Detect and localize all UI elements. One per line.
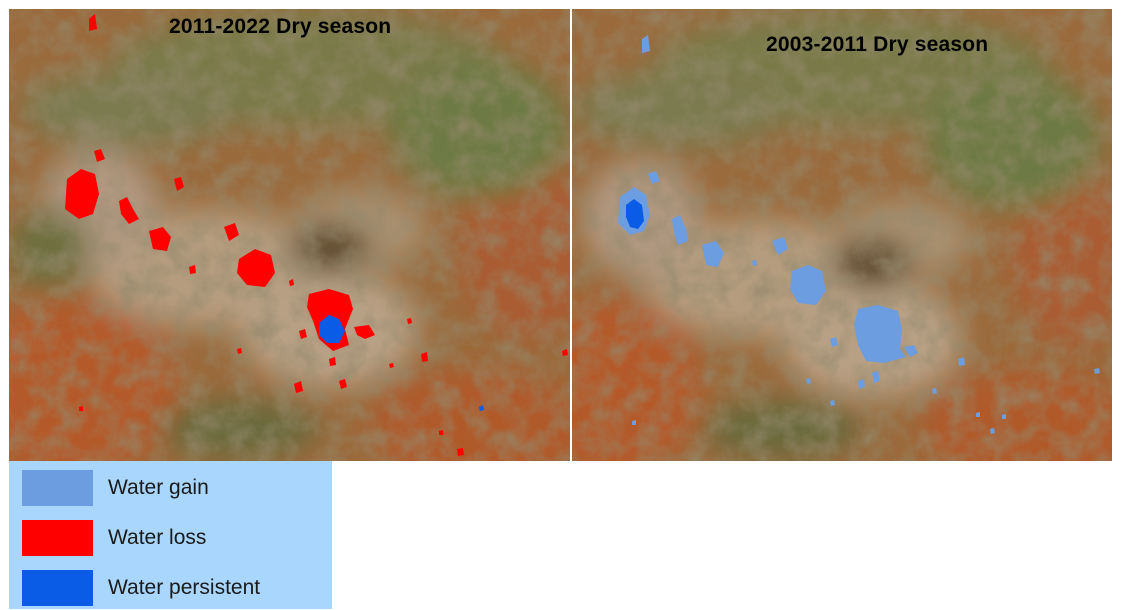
water-persistent-areas bbox=[626, 199, 644, 229]
satellite-map-2003-2011 bbox=[572, 9, 1112, 461]
panel-divider bbox=[570, 9, 572, 461]
panel-title-2011-2022: 2011-2022 Dry season bbox=[169, 15, 392, 38]
legend-swatch-water-loss bbox=[22, 520, 93, 556]
legend-swatch-water-persistent bbox=[22, 570, 93, 606]
legend-swatch-water-gain bbox=[22, 470, 93, 506]
map-panel-2003-2011[interactable]: 2003-2011 Dry season bbox=[572, 9, 1112, 461]
satellite-map-2011-2022 bbox=[9, 9, 570, 461]
terrain-texture bbox=[9, 9, 570, 461]
map-panel-2011-2022[interactable]: 2011-2022 Dry season bbox=[9, 9, 570, 461]
map-legend: Water gain Water loss Water persistent bbox=[9, 461, 332, 609]
legend-item-water-gain: Water gain bbox=[22, 470, 322, 506]
legend-label-water-gain: Water gain bbox=[108, 476, 209, 499]
legend-item-water-persistent: Water persistent bbox=[22, 570, 322, 606]
panel-title-2003-2011: 2003-2011 Dry season bbox=[766, 33, 989, 56]
terrain-texture bbox=[572, 9, 1112, 461]
water-gain-areas bbox=[618, 35, 1100, 434]
legend-label-water-loss: Water loss bbox=[108, 526, 207, 549]
legend-label-water-persistent: Water persistent bbox=[108, 576, 261, 599]
water-persistent-areas bbox=[319, 315, 484, 411]
legend-item-water-loss: Water loss bbox=[22, 520, 322, 556]
